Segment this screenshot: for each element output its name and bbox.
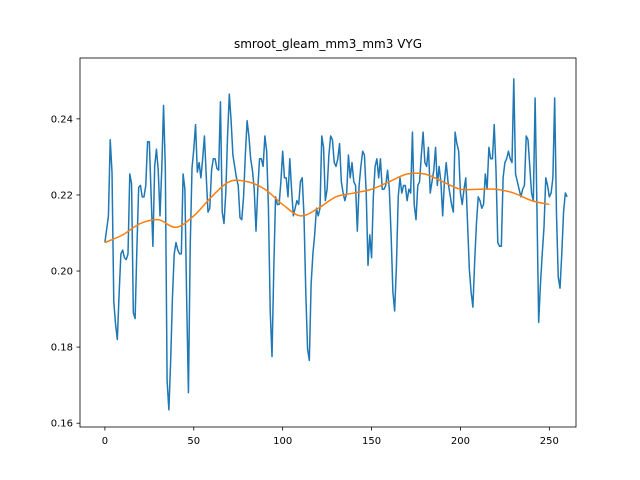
y-tick-label: 0.22 [51, 190, 73, 201]
x-axis-ticks: 0 50 100 150 200 250 [102, 427, 559, 447]
x-tick-label: 200 [451, 436, 470, 447]
x-tick-label: 0 [102, 436, 108, 447]
y-axis-ticks: 0.16 0.18 0.20 0.22 0.24 [51, 114, 80, 430]
x-tick-label: 250 [540, 436, 559, 447]
y-tick-label: 0.16 [51, 419, 73, 430]
x-tick-label: 150 [362, 436, 381, 447]
y-tick-label: 0.18 [51, 343, 73, 354]
y-tick-label: 0.20 [51, 267, 73, 278]
x-tick-label: 100 [273, 436, 292, 447]
x-tick-label: 50 [187, 436, 200, 447]
series-layer [104, 78, 568, 411]
series-2-line [104, 172, 550, 244]
chart-title: smroot_gleam_mm3_mm3 VYG [234, 37, 422, 51]
plot-frame [79, 57, 577, 428]
series-1-line [104, 78, 568, 411]
y-tick-label: 0.24 [51, 114, 73, 125]
